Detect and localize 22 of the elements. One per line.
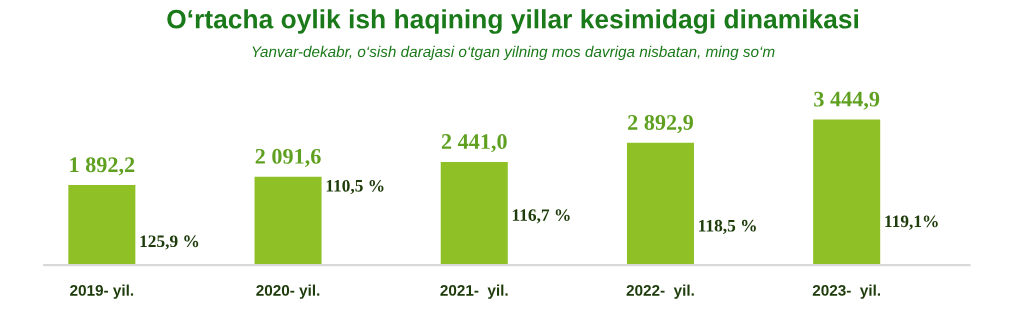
x-tick-label: 2021- yil. bbox=[440, 284, 508, 299]
x-tick-label: 2022- yil. bbox=[626, 284, 694, 299]
data-label: 2 091,6 bbox=[255, 148, 321, 168]
annotation: 118,5 % bbox=[699, 219, 756, 235]
bar bbox=[813, 119, 881, 266]
data-label: 2 441,0 bbox=[441, 134, 507, 153]
bar bbox=[440, 161, 508, 266]
data-label: 3 444,9 bbox=[814, 91, 880, 110]
annotation: 110,5 % bbox=[326, 179, 384, 195]
annotation: 125,9 % bbox=[140, 235, 199, 250]
bar bbox=[626, 142, 694, 266]
bar bbox=[68, 185, 136, 266]
x-tick-label: 2023- yil. bbox=[812, 284, 881, 299]
x-tick-label: 2020- yil. bbox=[256, 284, 320, 299]
data-label: 2 892,9 bbox=[628, 114, 693, 134]
chart-title: O‘rtacha oylik ish haqining yillar kesimidagi dinamikasi bbox=[167, 9, 858, 34]
x-tick-label: 2019- yil. bbox=[70, 284, 134, 299]
annotation: 116,7 % bbox=[512, 209, 570, 224]
data-label: 1 892,2 bbox=[70, 157, 135, 176]
bar bbox=[254, 176, 322, 266]
annotation: 119,1% bbox=[885, 215, 938, 230]
chart-subtitle: Yanvar-dekabr, o‘sish darajasi o‘tgan yilning mos davriga nisbatan, ming so‘m bbox=[252, 45, 775, 61]
